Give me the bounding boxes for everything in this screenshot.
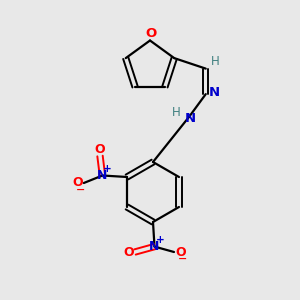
Text: +: + (156, 235, 165, 245)
Text: N: N (149, 240, 160, 253)
Text: N: N (208, 86, 220, 99)
Text: O: O (72, 176, 83, 189)
Text: H: H (211, 55, 220, 68)
Text: N: N (97, 169, 107, 182)
Text: +: + (103, 164, 112, 174)
Text: N: N (185, 112, 196, 124)
Text: −: − (76, 184, 86, 195)
Text: O: O (146, 27, 157, 40)
Text: −: − (178, 254, 187, 264)
Text: O: O (175, 245, 186, 259)
Text: H: H (172, 106, 181, 118)
Text: O: O (123, 245, 134, 259)
Text: O: O (95, 143, 105, 156)
